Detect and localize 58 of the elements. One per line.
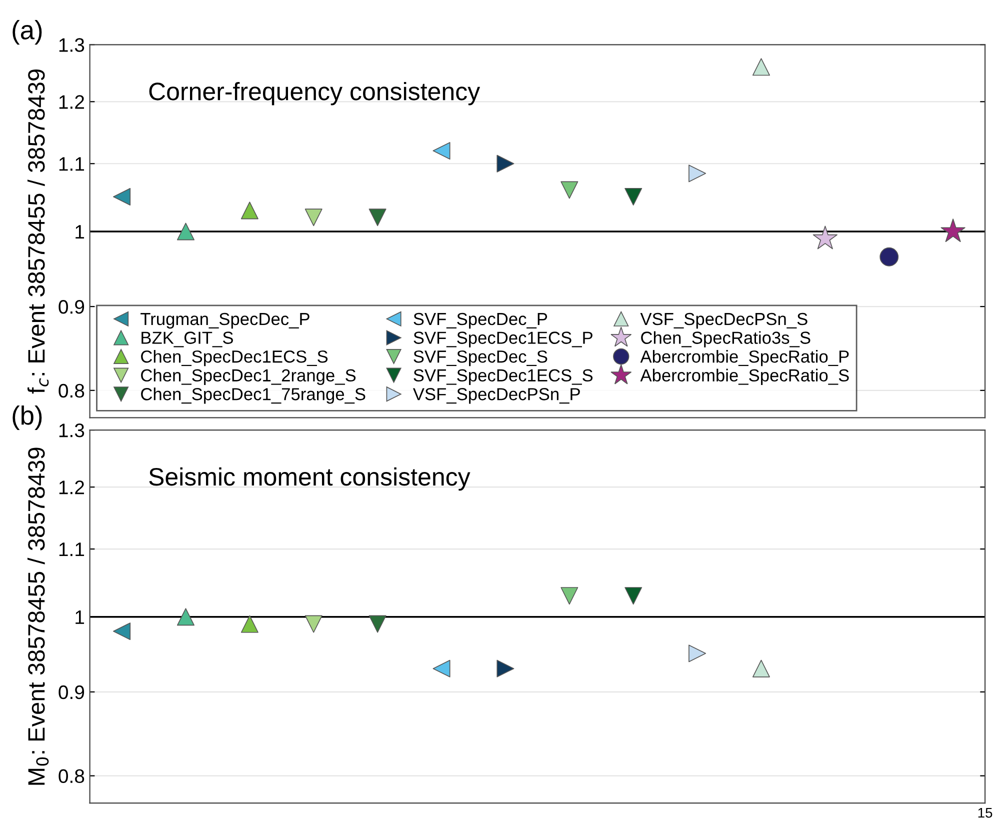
legend-label: SVF_SpecDec1ECS_S <box>414 369 593 385</box>
y-axis-title: f$_{c}$: Event 38578455 / 38578439 <box>27 70 49 394</box>
text: 15 <box>978 808 992 818</box>
point <box>432 142 450 160</box>
legend-label: Abercrombie_SpecRatio_P <box>640 350 849 366</box>
legend-label: VSF_SpecDecPSn_P <box>412 388 580 404</box>
point <box>240 202 258 220</box>
point <box>688 644 706 662</box>
y-tick-label: 1.1 <box>59 542 84 556</box>
y-tick-label: 0.8 <box>58 384 84 398</box>
legend-label: Trugman_SpecDec_P <box>140 312 310 329</box>
point <box>880 247 899 266</box>
point <box>496 660 514 678</box>
y-axis-title: M$_{0}$: Event 38578455 / 38578439 <box>27 448 49 785</box>
legend-label: Chen_SpecRatio3s_S <box>641 331 810 348</box>
y-tick-label: 1.3 <box>59 38 84 52</box>
point <box>113 188 131 206</box>
y-tick-label: 1.3 <box>59 424 84 438</box>
text: Corner-frequency consistency <box>149 82 480 106</box>
legend-label: BZK_GIT_S <box>142 332 233 348</box>
point <box>812 226 838 250</box>
y-tick-label: 1.2 <box>59 95 84 109</box>
point <box>752 660 770 678</box>
point <box>560 181 578 199</box>
point <box>752 58 770 76</box>
y-tick-label: 0.9 <box>58 300 84 314</box>
y-tick-label: 0.8 <box>58 769 84 784</box>
y-tick-label: 1.2 <box>59 480 84 494</box>
point <box>940 218 966 242</box>
point <box>368 615 386 633</box>
y-tick-label: 0.9 <box>58 685 84 700</box>
legend-label: SVF_SpecDec_P <box>414 312 548 329</box>
text: (a) <box>12 20 42 45</box>
point <box>560 587 578 605</box>
point <box>496 154 514 172</box>
point <box>176 608 194 626</box>
point <box>368 208 386 226</box>
point <box>624 188 642 206</box>
y-tick-label: 1.1 <box>59 157 84 171</box>
y-tick-label: 1 <box>76 610 84 624</box>
legend-label: Abercrombie_SpecRatio_S <box>640 368 849 385</box>
y-tick-label: 1 <box>76 225 84 239</box>
legend-label: Chen_SpecDec1ECS_S <box>141 350 328 366</box>
point <box>176 222 194 240</box>
point <box>240 615 258 633</box>
point <box>304 615 322 633</box>
point <box>304 208 322 226</box>
legend-label: SVF_SpecDec_S <box>414 350 548 366</box>
legend-label: SVF_SpecDec1ECS_P <box>414 332 592 348</box>
legend-label: Chen_SpecDec1_2range_S <box>141 368 356 385</box>
point <box>432 660 450 678</box>
point <box>624 587 642 605</box>
legend-label: Chen_SpecDec1_75range_S <box>141 388 366 404</box>
text: Seismic moment consistency <box>149 467 470 491</box>
text: (b) <box>12 405 42 430</box>
legend-label: VSF_SpecDecPSn_S <box>640 312 808 329</box>
point <box>113 622 131 640</box>
point <box>688 164 706 182</box>
